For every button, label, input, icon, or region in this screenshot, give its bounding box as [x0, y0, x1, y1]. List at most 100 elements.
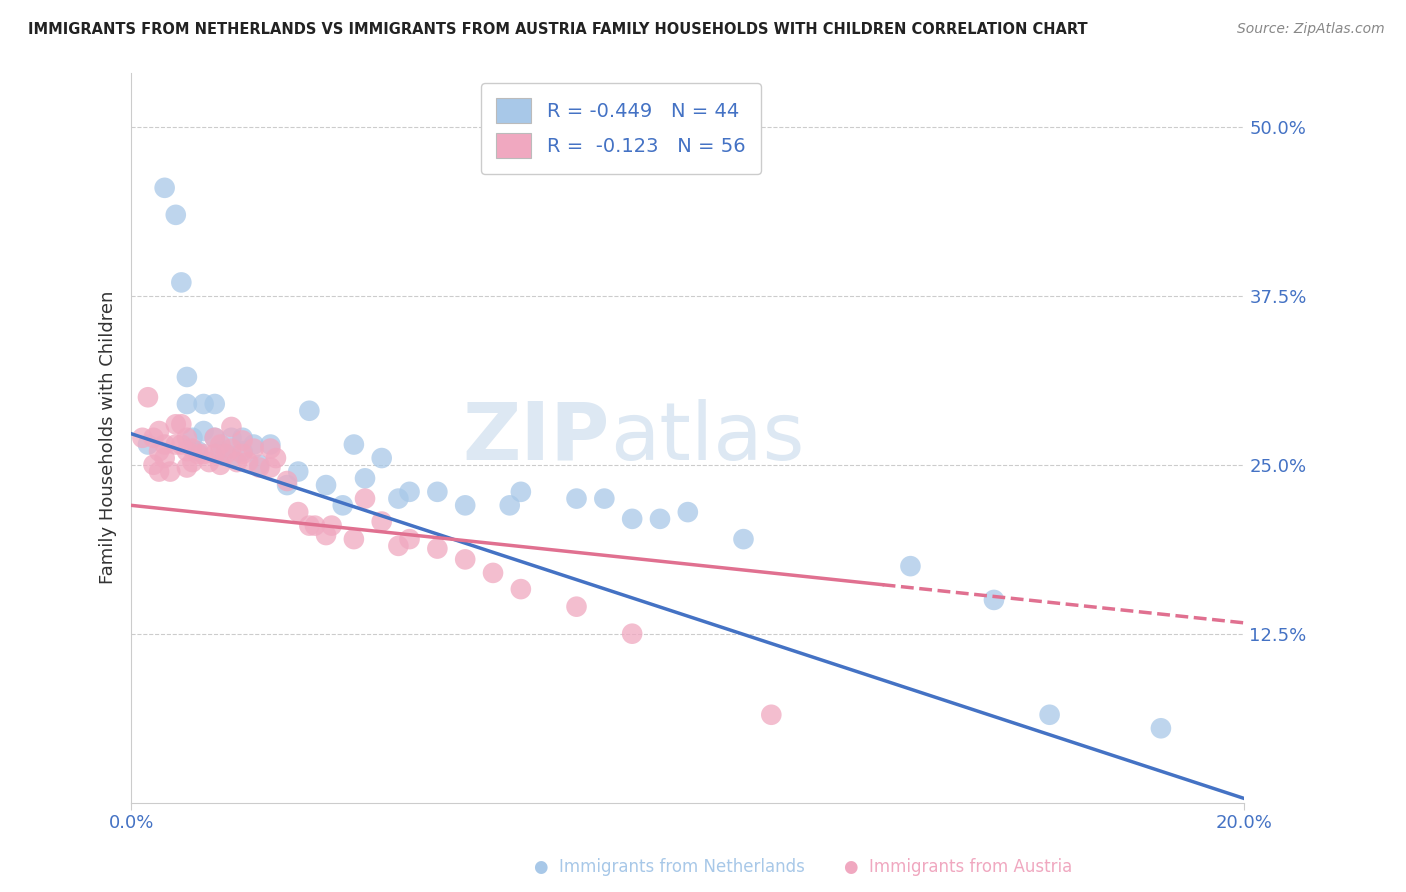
- Point: [153, 437, 176, 451]
- Point: [242, 442, 264, 456]
- Point: [621, 512, 644, 526]
- Point: [332, 499, 354, 513]
- Point: [370, 451, 392, 466]
- Point: [276, 474, 298, 488]
- Point: [315, 478, 337, 492]
- Point: [165, 208, 187, 222]
- Point: [565, 599, 588, 614]
- Point: [315, 528, 337, 542]
- Point: [509, 484, 531, 499]
- Point: [232, 434, 254, 448]
- Point: [221, 420, 243, 434]
- Point: [204, 431, 226, 445]
- Point: [761, 707, 783, 722]
- Point: [193, 447, 215, 461]
- Point: [387, 491, 409, 506]
- Point: [159, 465, 181, 479]
- Point: [148, 465, 170, 479]
- Point: [426, 541, 449, 556]
- Point: [247, 458, 270, 472]
- Point: [499, 499, 522, 513]
- Point: [176, 370, 198, 384]
- Point: [232, 447, 254, 461]
- Point: [136, 437, 159, 451]
- Point: [370, 515, 392, 529]
- Point: [221, 431, 243, 445]
- Point: [187, 447, 209, 461]
- Point: [259, 437, 281, 451]
- Point: [148, 444, 170, 458]
- Point: [136, 390, 159, 404]
- Point: [276, 478, 298, 492]
- Point: [221, 451, 243, 466]
- Point: [565, 491, 588, 506]
- Point: [509, 582, 531, 596]
- Point: [343, 532, 366, 546]
- Point: [387, 539, 409, 553]
- Text: ●  Immigrants from Austria: ● Immigrants from Austria: [844, 858, 1071, 876]
- Point: [287, 465, 309, 479]
- Point: [1039, 707, 1062, 722]
- Point: [621, 626, 644, 640]
- Text: atlas: atlas: [610, 399, 804, 477]
- Point: [298, 403, 321, 417]
- Point: [259, 442, 281, 456]
- Point: [209, 458, 232, 472]
- Y-axis label: Family Households with Children: Family Households with Children: [100, 291, 117, 584]
- Text: Source: ZipAtlas.com: Source: ZipAtlas.com: [1237, 22, 1385, 37]
- Point: [321, 518, 343, 533]
- Point: [153, 451, 176, 466]
- Point: [454, 552, 477, 566]
- Point: [232, 431, 254, 445]
- Text: ●  Immigrants from Netherlands: ● Immigrants from Netherlands: [534, 858, 806, 876]
- Point: [170, 417, 193, 432]
- Text: IMMIGRANTS FROM NETHERLANDS VS IMMIGRANTS FROM AUSTRIA FAMILY HOUSEHOLDS WITH CH: IMMIGRANTS FROM NETHERLANDS VS IMMIGRANT…: [28, 22, 1088, 37]
- Legend: R = -0.449   N = 44, R =  -0.123   N = 56: R = -0.449 N = 44, R = -0.123 N = 56: [481, 83, 761, 174]
- Point: [343, 437, 366, 451]
- Point: [176, 397, 198, 411]
- Point: [398, 532, 420, 546]
- Point: [242, 437, 264, 451]
- Point: [259, 460, 281, 475]
- Point: [131, 431, 153, 445]
- Point: [176, 431, 198, 445]
- Point: [193, 424, 215, 438]
- Point: [204, 431, 226, 445]
- Point: [204, 397, 226, 411]
- Point: [1150, 721, 1173, 735]
- Point: [298, 518, 321, 533]
- Point: [648, 512, 671, 526]
- Point: [142, 458, 165, 472]
- Point: [354, 491, 377, 506]
- Point: [193, 397, 215, 411]
- Point: [204, 447, 226, 461]
- Point: [983, 593, 1005, 607]
- Point: [454, 499, 477, 513]
- Point: [221, 442, 243, 456]
- Point: [215, 447, 238, 461]
- Point: [181, 455, 204, 469]
- Point: [304, 518, 326, 533]
- Point: [232, 444, 254, 458]
- Point: [287, 505, 309, 519]
- Point: [170, 437, 193, 451]
- Point: [170, 276, 193, 290]
- Point: [247, 460, 270, 475]
- Point: [165, 417, 187, 432]
- Point: [482, 566, 505, 580]
- Point: [398, 484, 420, 499]
- Point: [181, 431, 204, 445]
- Point: [181, 442, 204, 456]
- Point: [176, 444, 198, 458]
- Point: [593, 491, 616, 506]
- Point: [142, 431, 165, 445]
- Text: ZIP: ZIP: [463, 399, 610, 477]
- Point: [226, 455, 249, 469]
- Point: [236, 455, 259, 469]
- Point: [264, 451, 287, 466]
- Point: [209, 444, 232, 458]
- Point: [165, 437, 187, 451]
- Point: [148, 424, 170, 438]
- Point: [209, 437, 232, 451]
- Point: [733, 532, 755, 546]
